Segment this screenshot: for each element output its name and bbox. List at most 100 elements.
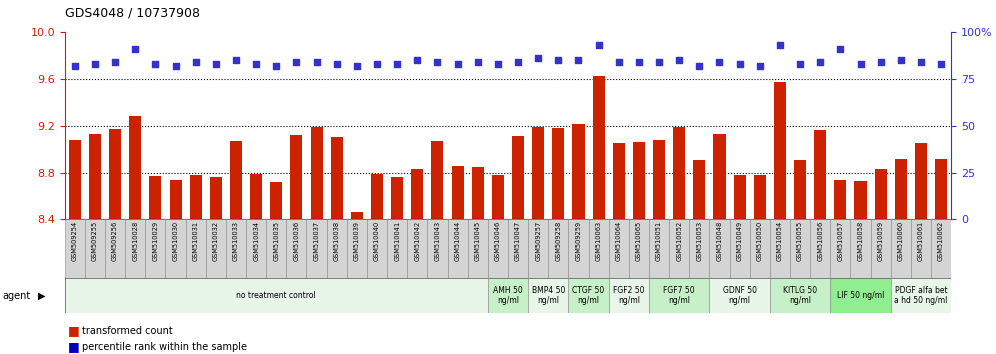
- Bar: [266, 219, 287, 278]
- Text: GSM510054: GSM510054: [777, 221, 783, 262]
- Bar: [810, 219, 831, 278]
- Text: GSM510038: GSM510038: [334, 221, 340, 261]
- Bar: [894, 159, 907, 219]
- Text: GSM510028: GSM510028: [132, 221, 138, 262]
- Point: [752, 63, 768, 68]
- Point: [732, 61, 748, 67]
- Text: KITLG 50
ng/ml: KITLG 50 ng/ml: [783, 286, 817, 305]
- Bar: [794, 160, 806, 219]
- Bar: [206, 219, 226, 278]
- Text: GSM510050: GSM510050: [757, 221, 763, 262]
- Point: [591, 42, 607, 48]
- Text: LIF 50 ng/ml: LIF 50 ng/ml: [837, 291, 884, 300]
- Point: [449, 61, 465, 67]
- Bar: [693, 160, 705, 219]
- Bar: [311, 127, 323, 219]
- Text: BMP4 50
ng/ml: BMP4 50 ng/ml: [532, 286, 565, 305]
- Bar: [125, 219, 145, 278]
- Text: GSM510043: GSM510043: [434, 221, 440, 261]
- Bar: [230, 141, 242, 219]
- Bar: [931, 219, 951, 278]
- Bar: [291, 135, 303, 219]
- Text: GSM510062: GSM510062: [938, 221, 944, 262]
- Text: ▶: ▶: [38, 291, 46, 301]
- Text: GSM510065: GSM510065: [635, 221, 641, 262]
- Bar: [165, 219, 185, 278]
- Bar: [709, 219, 730, 278]
- Bar: [331, 137, 343, 219]
- Point: [329, 61, 345, 67]
- Text: no treatment control: no treatment control: [236, 291, 316, 300]
- Point: [772, 42, 788, 48]
- Point: [671, 57, 687, 63]
- Point: [289, 59, 305, 65]
- Text: GSM510033: GSM510033: [233, 221, 239, 261]
- Bar: [649, 219, 669, 278]
- Text: GDS4048 / 10737908: GDS4048 / 10737908: [65, 6, 200, 19]
- Bar: [569, 219, 589, 278]
- Bar: [548, 219, 569, 278]
- Text: ■: ■: [68, 325, 80, 337]
- Text: GSM510044: GSM510044: [454, 221, 460, 262]
- Text: GSM509259: GSM509259: [576, 221, 582, 261]
- Bar: [431, 141, 443, 219]
- Bar: [831, 219, 851, 278]
- Bar: [890, 278, 951, 313]
- Text: AMH 50
ng/ml: AMH 50 ng/ml: [493, 286, 523, 305]
- Point: [268, 63, 284, 68]
- Bar: [754, 175, 766, 219]
- Bar: [110, 129, 122, 219]
- Text: GSM510058: GSM510058: [858, 221, 864, 262]
- Text: percentile rank within the sample: percentile rank within the sample: [82, 342, 247, 352]
- Text: GSM510063: GSM510063: [596, 221, 602, 261]
- Point: [370, 61, 385, 67]
- Point: [530, 55, 546, 61]
- Bar: [307, 219, 327, 278]
- Text: GSM510048: GSM510048: [716, 221, 722, 262]
- Bar: [468, 219, 488, 278]
- Bar: [573, 125, 585, 219]
- Point: [711, 59, 727, 65]
- Bar: [65, 219, 85, 278]
- Bar: [371, 174, 383, 219]
- Bar: [632, 142, 645, 219]
- Text: GSM509255: GSM509255: [92, 221, 98, 262]
- Bar: [835, 179, 847, 219]
- Point: [470, 59, 486, 65]
- Text: GSM509257: GSM509257: [535, 221, 541, 262]
- Bar: [649, 278, 709, 313]
- Point: [309, 59, 325, 65]
- Bar: [105, 219, 125, 278]
- Bar: [613, 143, 624, 219]
- Point: [813, 59, 829, 65]
- Text: GSM510029: GSM510029: [152, 221, 158, 261]
- Point: [248, 61, 264, 67]
- Bar: [653, 140, 665, 219]
- Bar: [508, 219, 528, 278]
- Bar: [512, 136, 524, 219]
- Point: [571, 57, 587, 63]
- Point: [510, 59, 526, 65]
- Bar: [553, 128, 565, 219]
- Bar: [734, 175, 746, 219]
- Point: [389, 61, 405, 67]
- Bar: [569, 278, 609, 313]
- Bar: [851, 219, 871, 278]
- Text: GSM510036: GSM510036: [294, 221, 300, 261]
- Bar: [351, 212, 363, 219]
- Bar: [609, 219, 628, 278]
- Point: [67, 63, 83, 68]
- Bar: [411, 169, 423, 219]
- Point: [187, 59, 203, 65]
- Text: GSM510042: GSM510042: [414, 221, 420, 262]
- Point: [127, 46, 143, 52]
- Bar: [447, 219, 468, 278]
- Point: [833, 46, 849, 52]
- Bar: [814, 130, 827, 219]
- Point: [872, 59, 888, 65]
- Bar: [774, 82, 786, 219]
- Text: GSM510040: GSM510040: [374, 221, 380, 262]
- Bar: [347, 219, 367, 278]
- Point: [490, 61, 506, 67]
- Text: CTGF 50
ng/ml: CTGF 50 ng/ml: [573, 286, 605, 305]
